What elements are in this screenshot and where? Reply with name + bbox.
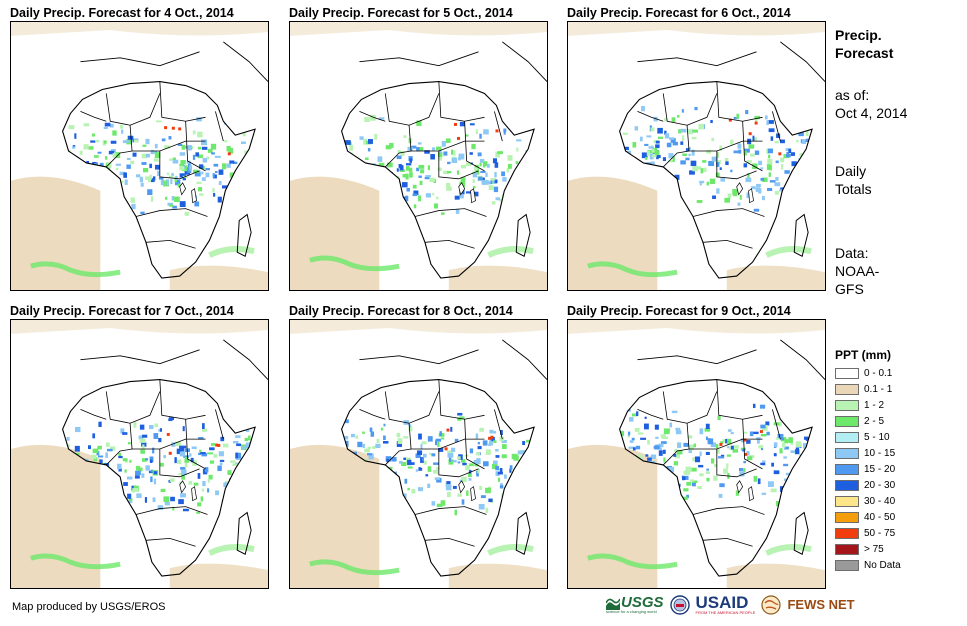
legend-label: 50 - 75 [864,528,896,539]
legend-label: 30 - 40 [864,496,896,507]
precip-map-5 [290,320,547,588]
map-panel-5 [289,319,548,589]
usgs-wave-icon [606,598,620,610]
legend-item: 30 - 40 [835,495,895,508]
legend-label: 5 - 10 [864,432,890,443]
heading-line-1: Precip. [835,27,882,43]
map-panel-2 [289,21,548,291]
precip-map-4 [11,320,268,588]
precip-map-6 [568,320,825,588]
legend-item: 0.1 - 1 [835,383,892,396]
precip-map-2 [290,22,547,290]
daily-line-1: Daily [835,163,867,179]
map-panel-3 [567,21,826,291]
legend-label: 0.1 - 1 [864,384,893,395]
usaid-seal-icon [669,594,690,615]
panel-title-2: Daily Precip. Forecast for 5 Oct., 2014 [289,6,513,20]
usaid-logo-text: USAID [695,593,749,612]
legend-item: 2 - 5 [835,415,884,428]
sidebar-asof: as of: Oct 4, 2014 [835,86,907,122]
heading-line-2: Forecast [835,45,894,61]
legend-label: 1 - 2 [864,400,885,411]
legend-item: 50 - 75 [835,527,895,540]
daily-line-2: Totals [835,181,872,197]
panel-title-6: Daily Precip. Forecast for 9 Oct., 2014 [567,304,791,318]
legend-label: 10 - 15 [864,448,896,459]
legend-swatch [835,464,859,475]
legend-label: No Data [864,560,901,571]
legend-label: 2 - 5 [864,416,885,427]
usgs-logo: USGS science for a changing world [606,595,664,614]
legend-swatch [835,512,859,523]
legend-label: 0 - 0.1 [864,368,893,379]
legend-item: 40 - 50 [835,511,895,524]
data-line-2: NOAA- [835,263,880,279]
sidebar-daily: Daily Totals [835,162,872,198]
legend-item: No Data [835,559,901,572]
usgs-tagline: science for a changing world [606,609,657,614]
legend-swatch [835,560,859,571]
legend-swatch [835,480,859,491]
fews-logo-text: FEWS NET [787,597,855,612]
legend-swatch [835,448,859,459]
logo-strip: USGS science for a changing world USAID … [606,594,855,615]
legend-item: 5 - 10 [835,431,890,444]
panel-title-4: Daily Precip. Forecast for 7 Oct., 2014 [10,304,234,318]
legend-swatch [835,416,859,427]
legend-item: 20 - 30 [835,479,895,492]
asof-line-2: Oct 4, 2014 [835,105,908,121]
legend-label: 20 - 30 [864,480,896,491]
usgs-logo-text: USGS [621,594,664,611]
legend-item: 1 - 2 [835,399,884,412]
usaid-logo: USAID FROM THE AMERICAN PEOPLE [696,594,756,615]
legend-swatch [835,384,859,395]
panel-title-3: Daily Precip. Forecast for 6 Oct., 2014 [567,6,791,20]
map-panel-1 [10,21,269,291]
data-line-1: Data: [835,245,869,261]
panel-title-1: Daily Precip. Forecast for 4 Oct., 2014 [10,6,234,20]
asof-line-1: as of: [835,87,870,103]
data-line-3: GFS [835,281,864,297]
legend-item: 10 - 15 [835,447,895,460]
map-panel-4 [10,319,269,589]
legend-item: 15 - 20 [835,463,895,476]
legend-label: > 75 [864,544,884,555]
legend-label: 40 - 50 [864,512,896,523]
usaid-tagline: FROM THE AMERICAN PEOPLE [695,610,756,615]
legend-swatch [835,400,859,411]
legend-item: > 75 [835,543,884,556]
panel-title-5: Daily Precip. Forecast for 8 Oct., 2014 [289,304,513,318]
credit-text: Map produced by USGS/EROS [12,601,166,613]
legend-item: 0 - 0.1 [835,367,892,380]
legend-swatch [835,528,859,539]
legend-label: 15 - 20 [864,464,896,475]
sidebar-heading: Precip. Forecast [835,26,893,62]
map-panel-6 [567,319,826,589]
legend-title: PPT (mm) [835,348,892,362]
fews-globe-icon [761,594,782,615]
legend-swatch [835,368,859,379]
precip-map-3 [568,22,825,290]
legend-swatch [835,544,859,555]
sidebar-data: Data: NOAA- GFS [835,244,879,298]
precip-map-1 [11,22,268,290]
legend-swatch [835,496,859,507]
legend-swatch [835,432,859,443]
